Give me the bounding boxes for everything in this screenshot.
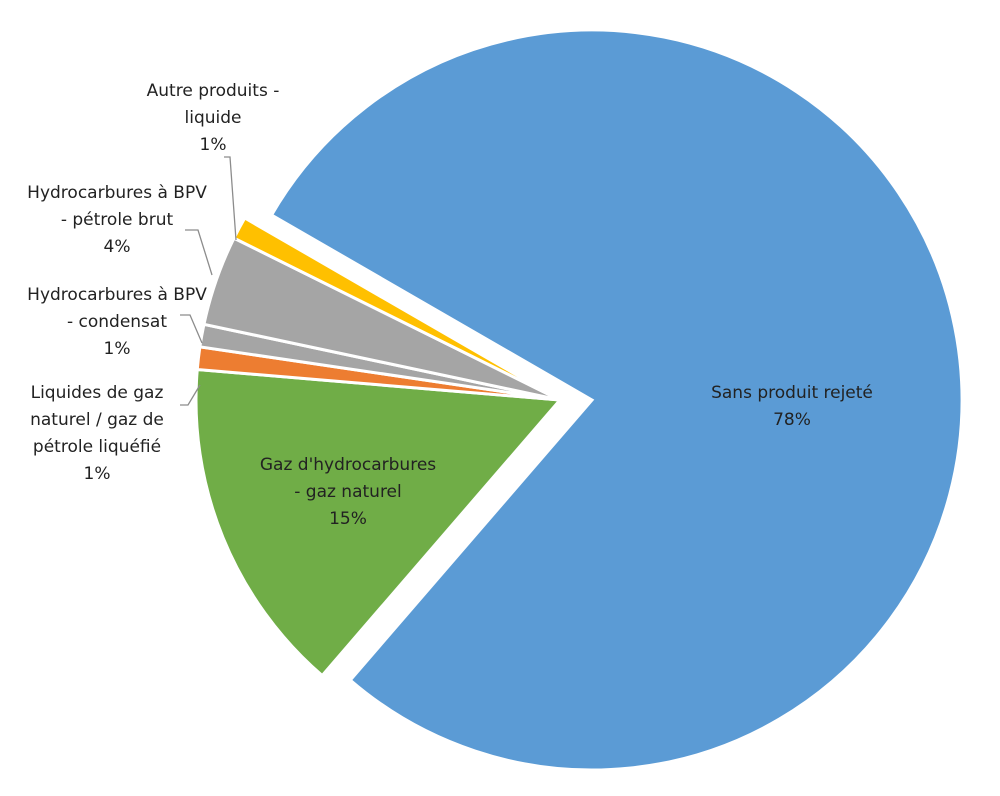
data-label-text: - condensat bbox=[66, 312, 168, 332]
leader-line-4 bbox=[185, 229, 213, 276]
data-label-text: liquide bbox=[184, 108, 242, 128]
data-label-5: Autre produits - liquide 1% bbox=[147, 78, 280, 159]
data-label-percent: 1% bbox=[103, 339, 131, 359]
data-label-text: Gaz d'hydrocarbures bbox=[259, 455, 437, 475]
data-label-text: - gaz naturel bbox=[294, 482, 402, 502]
data-label-percent: 15% bbox=[329, 509, 367, 529]
data-label-text: Hydrocarbures à BPV bbox=[27, 285, 207, 305]
data-label-text: Hydrocarbures à BPV bbox=[27, 183, 207, 203]
data-label-1: Gaz d'hydrocarbures - gaz naturel 15% bbox=[260, 452, 436, 533]
data-label-3: Hydrocarbures à BPV - condensat 1% bbox=[27, 282, 207, 363]
pie-slice-0 bbox=[269, 28, 964, 772]
data-label-percent: 4% bbox=[103, 237, 131, 257]
data-label-text: naturel / gaz de bbox=[30, 410, 164, 430]
data-label-text: Autre produits - bbox=[146, 81, 280, 101]
data-label-text: - pétrole brut bbox=[60, 210, 174, 230]
leader-line-2 bbox=[180, 384, 201, 406]
data-label-2: Liquides de gaz naturel / gaz de pétrole l… bbox=[30, 380, 164, 488]
data-label-percent: 78% bbox=[773, 410, 811, 430]
pie-slice-1 bbox=[194, 367, 564, 678]
data-label-0: Sans produit rejeté 78% bbox=[711, 380, 873, 434]
leader-line-3 bbox=[180, 314, 203, 344]
data-label-percent: 1% bbox=[199, 135, 227, 155]
data-label-text: Sans produit rejeté bbox=[711, 383, 873, 403]
data-label-4: Hydrocarbures à BPV - pétrole brut 4% bbox=[27, 180, 207, 261]
pie-slice-5 bbox=[231, 215, 561, 402]
data-label-text: pétrole liquéfié bbox=[32, 437, 162, 457]
leader-line-5 bbox=[224, 156, 237, 241]
data-label-percent: 1% bbox=[83, 464, 111, 484]
data-label-text: Liquides de gaz bbox=[30, 383, 164, 403]
